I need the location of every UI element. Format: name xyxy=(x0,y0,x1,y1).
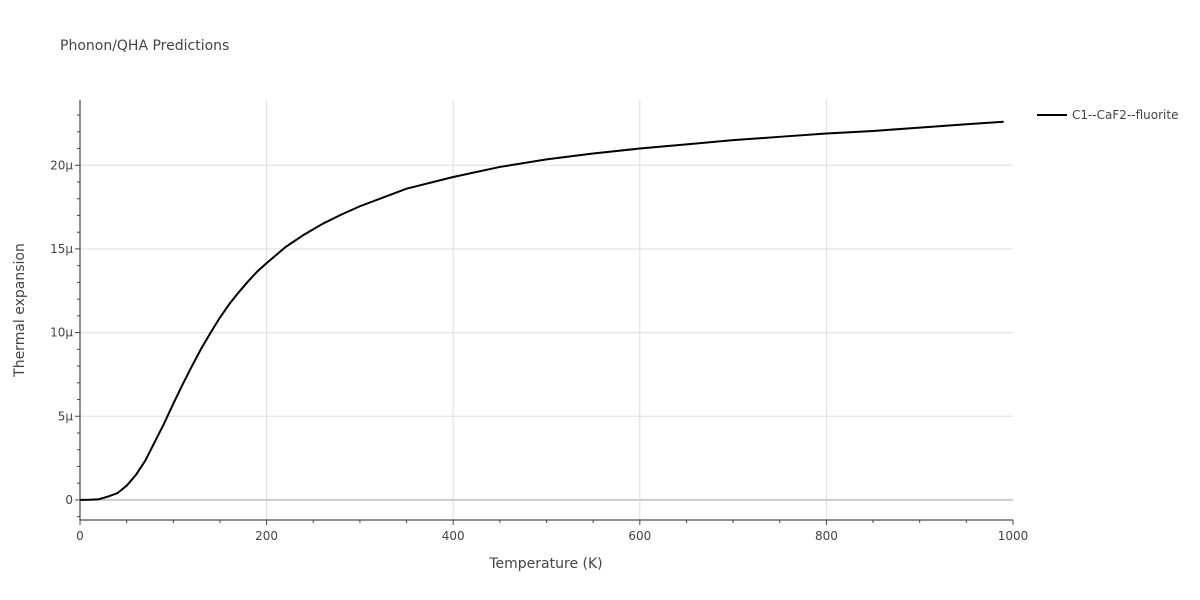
chart-title: Phonon/QHA Predictions xyxy=(60,38,229,54)
y-tick-label: 5μ xyxy=(58,409,74,423)
y-axis-title: Thermal expansion xyxy=(12,243,28,378)
x-tick-label: 1000 xyxy=(998,529,1029,543)
x-tick-label: 200 xyxy=(255,529,278,543)
y-tick-label: 15μ xyxy=(50,242,73,256)
axis-layer: 0 200 400 600 800 1000 0 5μ 10μ 15μ 20μ xyxy=(50,100,1028,543)
y-tick-label: 10μ xyxy=(50,326,73,340)
legend-label[interactable]: C1--CaF2--fluorite xyxy=(1072,108,1178,122)
series-line xyxy=(79,120,1004,501)
series-layer xyxy=(79,120,1004,501)
grid-layer xyxy=(80,100,1013,520)
x-tick-label: 400 xyxy=(442,529,465,543)
y-tick-label: 0 xyxy=(65,493,73,507)
x-tick-label: 800 xyxy=(815,529,838,543)
x-tick-label: 0 xyxy=(76,529,84,543)
x-axis-title: Temperature (K) xyxy=(488,556,602,572)
y-tick-label: 20μ xyxy=(50,158,73,172)
x-tick-label: 600 xyxy=(628,529,651,543)
legend[interactable]: C1--CaF2--fluorite xyxy=(1037,108,1178,122)
